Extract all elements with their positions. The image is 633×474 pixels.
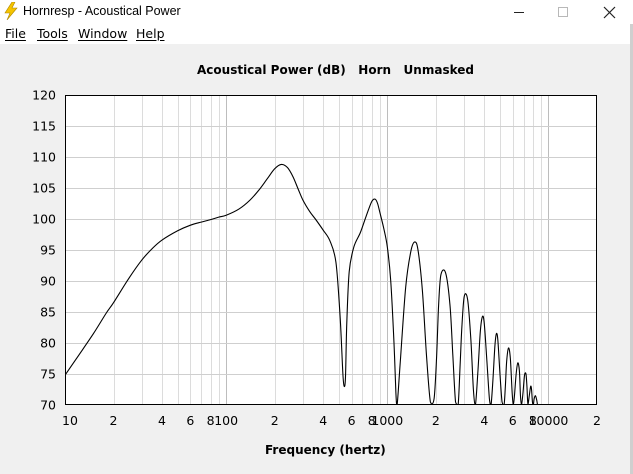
x-tick-label: 2 — [432, 413, 440, 428]
lightning-bolt-icon — [4, 2, 18, 20]
x-tick-label: 2 — [271, 413, 279, 428]
chart-title: Acoustical Power (dB) Horn Unmasked — [197, 63, 474, 77]
minimize-button[interactable] — [496, 0, 542, 24]
close-button[interactable] — [586, 0, 632, 24]
major-grid — [65, 95, 597, 405]
x-tick-label: 100 — [214, 413, 238, 428]
y-tick-label: 120 — [32, 88, 56, 103]
x-tick-label: 10 — [62, 413, 78, 428]
x-tick-label: 8 — [368, 413, 376, 428]
menu-help[interactable]: Help — [136, 26, 165, 41]
y-tick-label: 95 — [40, 243, 56, 258]
x-tick-label: 4 — [319, 413, 327, 428]
x-tick-label: 6 — [348, 413, 356, 428]
y-tick-label: 70 — [40, 398, 56, 413]
y-tick-label: 85 — [40, 305, 56, 320]
close-icon — [603, 6, 615, 18]
y-tick-label: 105 — [32, 181, 56, 196]
y-tick-label: 75 — [40, 367, 56, 382]
menu-window[interactable]: Window — [78, 26, 128, 41]
x-tick-label: 1000 — [371, 413, 403, 428]
x-tick-label: 6 — [509, 413, 517, 428]
y-tick-label: 115 — [32, 119, 56, 134]
window-title: Hornresp - Acoustical Power — [23, 4, 181, 18]
y-tick-label: 80 — [40, 336, 56, 351]
x-tick-label: 4 — [158, 413, 166, 428]
menu-bar: File Tools Window Help — [0, 24, 633, 44]
x-tick-label: 4 — [480, 413, 488, 428]
y-tick-label: 100 — [32, 212, 56, 227]
plot-frame — [65, 95, 597, 405]
title-bar: Hornresp - Acoustical Power — [0, 0, 633, 24]
y-tick-label: 110 — [32, 150, 56, 165]
x-tick-label: 2 — [593, 413, 601, 428]
y-tick-label: 90 — [40, 274, 56, 289]
y-axis-ticks: 120 115 110 105 100 95 90 85 80 75 70 — [32, 88, 56, 413]
x-tick-label: 10000 — [529, 413, 569, 428]
minimize-icon — [514, 12, 524, 13]
maximize-icon — [558, 7, 568, 17]
series-group — [65, 163, 539, 405]
maximize-button[interactable] — [540, 0, 586, 24]
x-tick-label: 8 — [529, 413, 537, 428]
x-tick-label: 2 — [110, 413, 118, 428]
menu-tools[interactable]: Tools — [37, 26, 68, 41]
window-edge — [630, 24, 633, 474]
x-axis-label: Frequency (hertz) — [265, 443, 386, 457]
series-line-0 — [65, 163, 539, 405]
x-tick-label: 8 — [207, 413, 215, 428]
x-tick-label: 6 — [186, 413, 194, 428]
menu-file[interactable]: File — [5, 26, 26, 41]
